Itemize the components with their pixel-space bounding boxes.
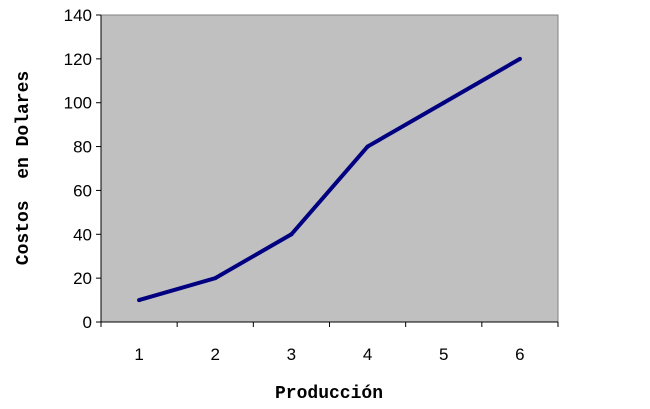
x-tick-label: 4: [363, 345, 372, 364]
x-tick-label: 3: [287, 345, 296, 364]
data-point: [137, 298, 142, 303]
y-tick-label: 60: [73, 181, 92, 200]
data-point: [213, 276, 218, 281]
y-tick-label: 0: [83, 313, 92, 332]
y-axis: 0 20 40 60 80 100 120 140: [64, 6, 102, 332]
data-point: [365, 144, 370, 149]
y-tick-label: 100: [64, 94, 92, 113]
data-point: [289, 232, 294, 237]
data-point: [441, 100, 446, 105]
y-tick-label: 140: [64, 6, 92, 25]
series-group: [137, 56, 522, 303]
y-tick-label: 40: [73, 225, 92, 244]
x-tick-label: 2: [211, 345, 220, 364]
x-tick-label: 5: [439, 345, 448, 364]
y-axis-title: Costos en Dolares: [14, 71, 34, 265]
data-point: [517, 56, 522, 61]
x-tick-label: 6: [515, 345, 524, 364]
y-tick-label: 120: [64, 50, 92, 69]
plot-area: [100, 14, 559, 323]
y-tick-label: 80: [73, 138, 92, 157]
series-line: [138, 57, 521, 302]
y-tick-label: 20: [73, 269, 92, 288]
x-tick-label: 1: [134, 345, 143, 364]
x-axis: 1 2 3 4 5 6: [100, 321, 559, 364]
x-axis-title: Producción: [275, 384, 383, 404]
